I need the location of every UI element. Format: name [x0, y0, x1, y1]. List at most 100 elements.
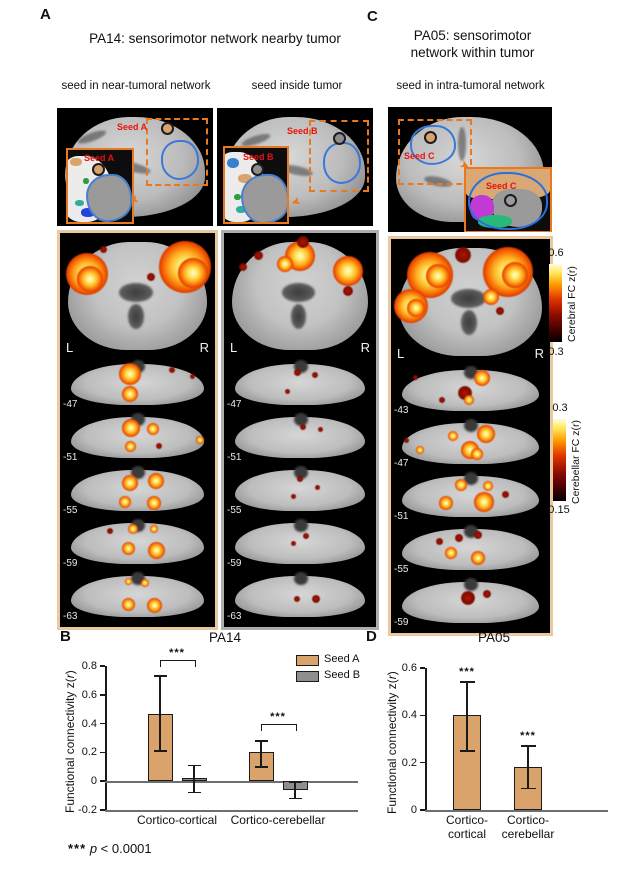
fc-hotspot	[473, 531, 482, 540]
cerebellar-slice: -59	[224, 518, 376, 571]
error-bar	[193, 765, 195, 793]
tumor-inset-seed-c: Seed C	[464, 167, 552, 232]
slice-z-label: -51	[394, 511, 409, 522]
fc-hotspot	[318, 426, 324, 432]
fc-hotspot	[473, 370, 490, 387]
fc-hotspot	[190, 373, 196, 379]
category-label: Cortico-cerebellar	[230, 813, 326, 827]
significance-bracket	[261, 724, 297, 731]
significance-p: p	[89, 841, 98, 856]
fc-hotspot	[473, 492, 494, 513]
category-label: Cortico-cerebellar	[501, 813, 555, 841]
cerebellar-colorbar-max: 0.3	[552, 402, 568, 414]
seed-b-inset-marker	[251, 163, 264, 176]
left-orientation-marker: L	[230, 340, 238, 355]
legend-item: Seed A	[296, 653, 376, 667]
cerebellar-slice: -59	[391, 577, 550, 630]
left-orientation-marker: L	[66, 340, 74, 355]
decor	[451, 289, 487, 309]
y-axis	[425, 668, 427, 810]
fc-hotspot	[156, 442, 163, 449]
y-axis	[105, 666, 107, 810]
y-tick-label: -0.2	[78, 804, 97, 816]
fc-column-seed-b: L R -47 -51 -55 -59 -63	[221, 230, 379, 630]
cerebellar-slice: -47	[224, 359, 376, 412]
fc-hotspot	[406, 299, 425, 318]
panel-c-label: C	[367, 8, 378, 25]
tumor-outline	[323, 142, 361, 184]
slice-z-label: -59	[394, 617, 409, 628]
fc-hotspot	[146, 495, 161, 510]
tumor-outline	[468, 172, 548, 230]
cerebellar-colorbar-min: 0.15	[548, 504, 570, 516]
fc-hotspot	[118, 495, 131, 508]
decor	[118, 283, 153, 303]
cerebellar-slice: -63	[224, 571, 376, 624]
error-bar-cap	[288, 797, 302, 800]
left-orientation-marker: L	[397, 346, 405, 361]
cerebral-colorbar	[549, 264, 562, 342]
seed-a-inset-label: Seed A	[84, 153, 115, 163]
significance-stars: ***	[68, 841, 87, 856]
panel-d-label: D	[366, 628, 377, 645]
atlas-patch	[83, 178, 89, 184]
fc-hotspot	[293, 368, 301, 376]
zero-line	[105, 781, 358, 783]
y-axis-label: Functional connectivity z(r)	[385, 671, 399, 815]
y-tick-label: 0.2	[81, 746, 97, 759]
y-tick-mark	[100, 780, 105, 782]
fc-hotspot	[502, 261, 529, 288]
error-bar-cap	[254, 740, 268, 742]
fc-hotspot	[296, 475, 303, 482]
seed-c-inset-label: Seed C	[486, 181, 517, 191]
decor	[293, 413, 308, 426]
slice-z-label: -51	[227, 452, 242, 463]
slice-z-label: -59	[227, 558, 242, 569]
decor	[293, 519, 308, 532]
seed-b-inset-label: Seed B	[243, 152, 274, 162]
fc-hotspot	[413, 374, 419, 380]
fc-hotspot	[403, 438, 409, 444]
error-bar	[260, 740, 262, 767]
fc-hotspot	[148, 542, 166, 560]
bottom-axis-line	[105, 810, 358, 812]
y-tick-label: 0	[410, 804, 417, 816]
cerebellar-slice: -59	[60, 518, 215, 571]
panel-c-title-line2: network within tumor	[410, 45, 535, 60]
y-tick-label: 0.2	[401, 756, 417, 769]
slice-z-label: -55	[227, 505, 242, 516]
fc-hotspot	[303, 532, 310, 539]
tumor-outline	[161, 140, 199, 180]
fc-hotspot	[435, 537, 443, 545]
fc-hotspot	[122, 419, 140, 438]
slice-z-label: -47	[227, 399, 242, 410]
fc-hotspot	[122, 474, 138, 491]
slice-z-label: -47	[63, 399, 78, 410]
fc-hotspot	[470, 447, 483, 460]
error-bar-cap	[520, 787, 536, 790]
right-orientation-marker: R	[199, 340, 209, 355]
y-tick-mark	[100, 751, 105, 754]
cerebral-colorbar-min: 0.3	[548, 346, 564, 358]
atlas-patch	[227, 158, 239, 168]
decor	[281, 283, 316, 303]
fc-hotspot	[470, 550, 485, 565]
fc-hotspot	[454, 479, 467, 492]
fc-hotspot	[140, 579, 149, 588]
fc-hotspot	[333, 255, 364, 286]
fc-hotspot	[416, 445, 425, 454]
tumor-inset-seed-b: Seed B	[223, 146, 289, 224]
atlas-patch	[75, 200, 84, 206]
fc-hotspot	[239, 263, 248, 272]
y-tick-label: 0.6	[81, 688, 97, 701]
seed-b-marker	[333, 132, 346, 145]
fc-hotspot	[128, 524, 139, 535]
atlas-patch	[236, 206, 246, 213]
fc-hotspot	[125, 578, 133, 586]
slice-z-label: -47	[394, 458, 409, 469]
category-label: Cortico-cortical	[136, 813, 217, 827]
significance-stars: ***	[169, 647, 185, 659]
decor	[128, 303, 144, 329]
fc-hotspot	[149, 525, 158, 534]
